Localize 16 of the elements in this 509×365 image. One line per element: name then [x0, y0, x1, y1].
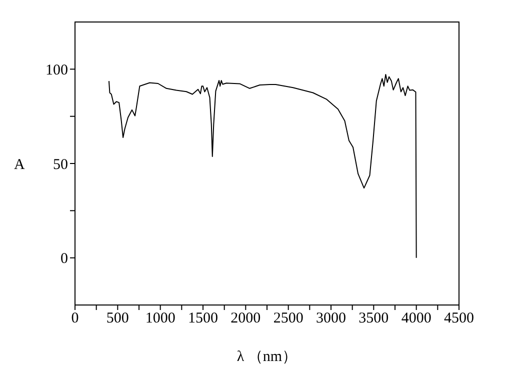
x-tick-label: 3500	[358, 310, 389, 327]
x-tick-label: 2500	[273, 310, 304, 327]
x-tick-label: 500	[106, 310, 129, 327]
x-axis-title: λ （nm）	[236, 349, 298, 365]
y-tick-label: 50	[53, 156, 68, 173]
x-tick-label: 1000	[145, 310, 176, 327]
x-tick-label: 4000	[401, 310, 432, 327]
x-tick-label: 2000	[230, 310, 261, 327]
y-axis-title: A	[14, 156, 25, 173]
x-tick-label: 1500	[188, 310, 218, 327]
x-tick-label: 4500	[444, 310, 474, 327]
line-series	[108, 74, 417, 258]
y-tick-label: 0	[60, 251, 68, 268]
x-tick-label: 3000	[316, 310, 346, 327]
x-tick-label: 0	[71, 310, 79, 327]
y-tick-label: 100	[46, 62, 68, 78]
